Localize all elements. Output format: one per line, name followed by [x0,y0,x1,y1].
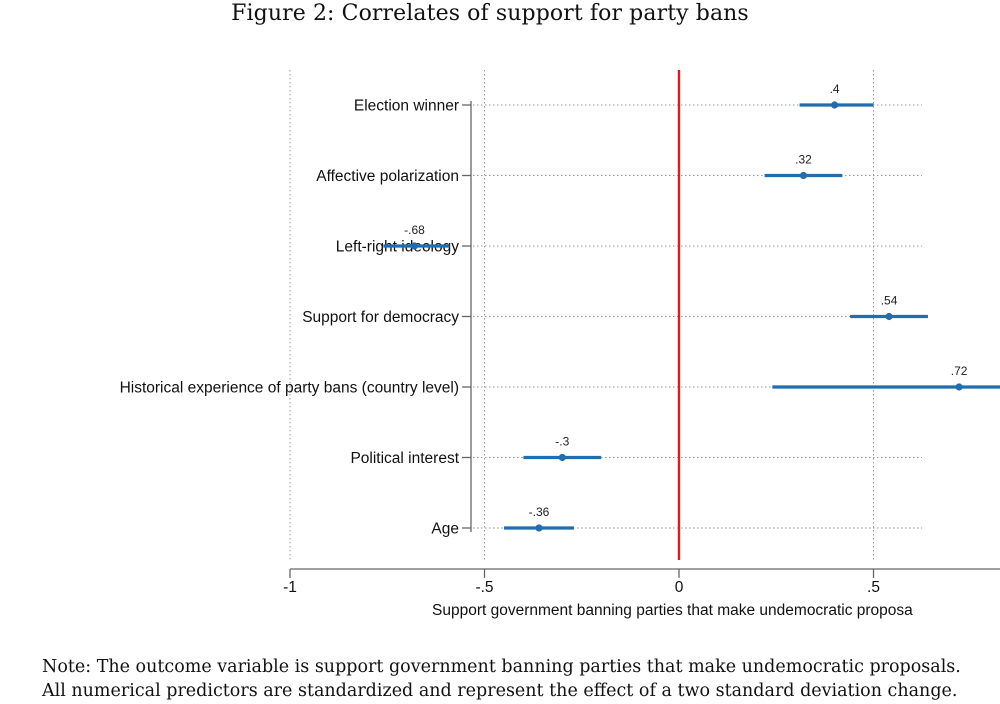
data-label: .32 [795,153,812,167]
note-line-2: All numerical predictors are standardize… [42,681,958,701]
data-label: -.68 [404,223,425,237]
data-label: -.36 [529,505,550,519]
x-tick-label: -.5 [475,579,493,596]
data-label: .4 [830,82,840,96]
point-estimate [799,171,808,180]
point-estimate [955,383,963,391]
point-estimate [535,524,543,532]
point-estimate [558,453,566,462]
data-label: .54 [881,294,898,308]
y-tick-label: Election winner [354,98,459,115]
data-label: .72 [951,364,968,378]
y-tick-label: Historical experience of party bans (cou… [120,380,459,397]
y-tick-label: Age [431,521,459,538]
y-tick-label: Political interest [350,450,459,467]
y-tick-label: Affective polarization [316,168,459,185]
point-estimate [831,101,839,109]
data-label: -.3 [555,435,569,449]
y-tick-label: Support for democracy [302,309,459,326]
note-line-1: Note: The outcome variable is support go… [42,657,961,677]
x-tick-label: -1 [283,579,297,596]
figure-note: Note: The outcome variable is support go… [42,655,972,703]
data-marks: .4 .32 -.68 .54 .72 -.3 -.36 [383,70,1000,560]
x-tick-label: .5 [867,579,880,596]
x-axis-label: Support government banning parties that … [432,602,913,619]
x-tick-label: 0 [675,579,684,596]
point-estimate [410,242,419,250]
point-estimate [885,312,893,321]
figure-title: Figure 2: Correlates of support for part… [231,1,749,26]
